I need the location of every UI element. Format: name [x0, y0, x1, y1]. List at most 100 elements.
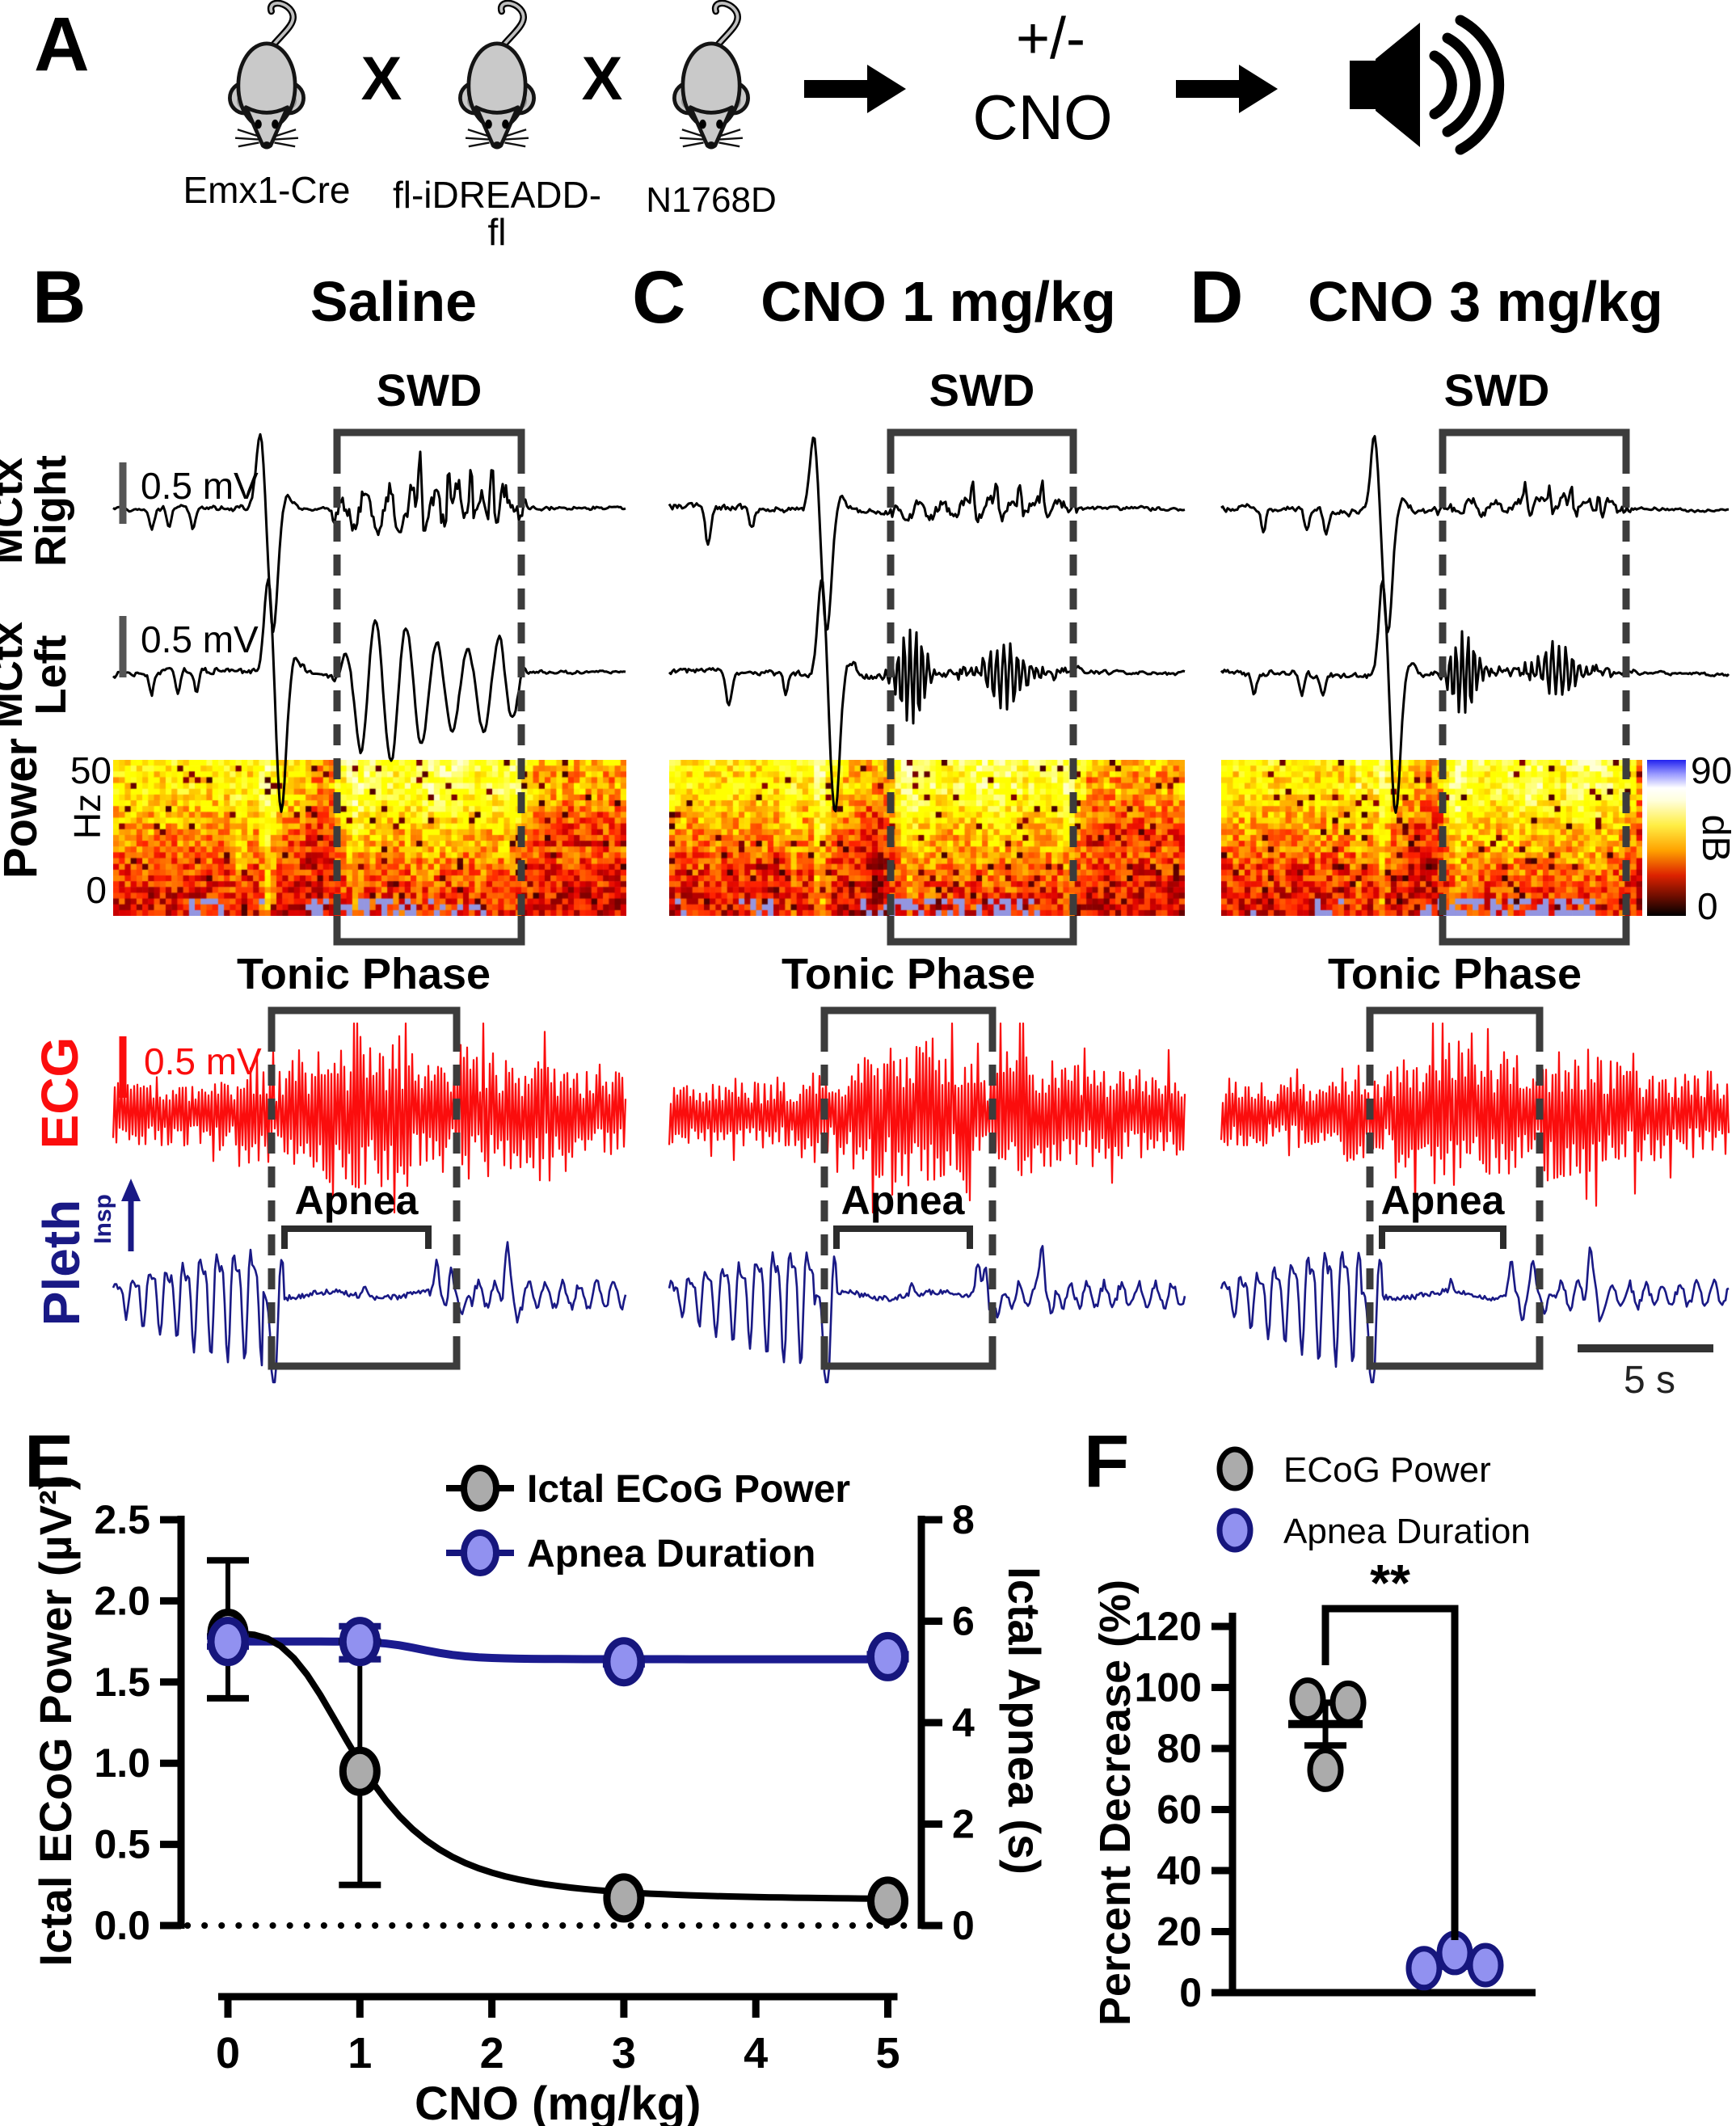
- cross-symbol: X: [360, 44, 402, 113]
- f-y-tick-label: 60: [1157, 1787, 1202, 1833]
- apnea-bracket: [833, 1225, 973, 1249]
- pleth-trace: [112, 1241, 627, 1384]
- swd-box-top: [887, 428, 1077, 453]
- f-significance-label: **: [1370, 1554, 1410, 1612]
- apnea-label: Apnea: [841, 1178, 965, 1223]
- e-left-tick-label: 0.0: [94, 1903, 150, 1948]
- panel-e-label: E: [24, 1420, 74, 1503]
- f-y-tick-label: 120: [1135, 1604, 1202, 1649]
- f-apnea-point: [1467, 1943, 1504, 1988]
- ecg-trace: [1220, 1022, 1730, 1211]
- apnea-bracket: [1379, 1225, 1506, 1249]
- dose-cno: CNO: [972, 82, 1113, 153]
- eeg-trace-L: [668, 579, 1186, 812]
- e-legend-marker: [461, 1465, 499, 1512]
- ecg-trace: [112, 1022, 627, 1214]
- mctx-right-label: MCtx Right: [0, 455, 75, 567]
- f-ecog-point: [1329, 1680, 1367, 1725]
- time-scale-label: 5 s: [1623, 1359, 1676, 1402]
- tonic-box-top: [1366, 1006, 1544, 1031]
- f-legend-marker: [1216, 1508, 1254, 1553]
- e-x-tick-label: 1: [348, 2029, 372, 2077]
- swd-label: SWD: [376, 365, 482, 415]
- e-legend-marker: [461, 1529, 499, 1576]
- pleth-trace: [668, 1245, 1186, 1384]
- colorbar-unit: dB: [1694, 814, 1736, 863]
- mouse-icon: [674, 3, 748, 149]
- f-y-tick-label: 40: [1157, 1848, 1202, 1893]
- f-significance-bracket: [1321, 1605, 1459, 1940]
- hz-max-tick: 50: [70, 749, 112, 791]
- panel-a-label: A: [34, 2, 90, 87]
- dose-plus-minus: +/-: [1015, 6, 1086, 71]
- panel-b-label: B: [32, 256, 86, 339]
- e-x-tick-label: 0: [216, 2029, 240, 2077]
- ecg-scale-label: 0.5 mV: [144, 1040, 262, 1082]
- mouse-label-emx1cre: Emx1-Cre: [183, 169, 351, 211]
- insp-label: Insp: [90, 1194, 116, 1244]
- colorbar-max: 90: [1691, 749, 1733, 791]
- eeg-scale-label: 0.5 mV: [141, 465, 259, 507]
- e-right-tick-label: 0: [952, 1903, 975, 1948]
- column-title-cno1: CNO 1 mg/kg: [761, 270, 1116, 333]
- swd-box-bottom: [887, 916, 1077, 946]
- e-left-tick-label: 1.5: [94, 1660, 150, 1705]
- eeg-trace-R: [1220, 435, 1729, 634]
- e-right-tick-label: 2: [952, 1802, 975, 1847]
- apnea-bracket: [281, 1225, 432, 1249]
- insp-arrow-head: [121, 1179, 141, 1201]
- f-legend-marker: [1216, 1446, 1254, 1491]
- e-x-tick-label: 4: [744, 2029, 768, 2077]
- panel-d-label: D: [1190, 256, 1244, 339]
- f-y-axis-label: Percent Decrease (%): [1091, 1580, 1140, 2026]
- apnea-label: Apnea: [294, 1178, 419, 1223]
- ecg-trace: [668, 1022, 1186, 1214]
- e-x-tick-label: 5: [875, 2029, 900, 2077]
- speaker-icon: [1350, 15, 1505, 155]
- e-apnea-point: [207, 1617, 249, 1667]
- e-apnea-point: [867, 1631, 908, 1681]
- tonic-phase-label: Tonic Phase: [781, 950, 1036, 998]
- spectrogram-saline: [113, 760, 626, 916]
- swd-box-top: [333, 428, 525, 453]
- column-title-saline: Saline: [310, 270, 478, 333]
- panel-f-label: F: [1084, 1420, 1130, 1503]
- e-left-axis-label: Ictal ECoG Power (µV²): [30, 1475, 81, 1967]
- e-right-axis-label: Ictal Apnea (s): [999, 1567, 1050, 1875]
- e-apnea-curve: [228, 1637, 888, 1664]
- f-legend-label: ECoG Power: [1283, 1450, 1491, 1490]
- eeg-trace-L: [1220, 579, 1730, 814]
- e-left-tick-label: 2.5: [94, 1497, 150, 1542]
- apnea-label: Apnea: [1380, 1178, 1505, 1223]
- mouse-label-idreadd: fl-iDREADD-fl: [392, 174, 602, 253]
- e-legend-label: Ictal ECoG Power: [527, 1468, 850, 1511]
- e-left-tick-label: 0.5: [94, 1822, 150, 1867]
- pleth-trace: [1220, 1246, 1730, 1384]
- e-left-tick-label: 1.0: [94, 1740, 150, 1786]
- f-legend-label: Apnea Duration: [1283, 1512, 1531, 1551]
- e-power-point: [603, 1873, 645, 1923]
- e-right-tick-label: 6: [952, 1599, 975, 1644]
- hz-axis-label: Hz: [66, 793, 108, 840]
- e-x-axis-label: CNO (mg/kg): [415, 2077, 701, 2126]
- e-apnea-point: [603, 1637, 645, 1687]
- eeg-trace-L: [112, 577, 626, 813]
- e-right-tick-label: 4: [952, 1700, 975, 1745]
- f-y-tick-label: 100: [1135, 1665, 1202, 1711]
- swd-box-top: [1439, 428, 1630, 453]
- tonic-box-bottom: [268, 1340, 461, 1370]
- eeg-trace-R: [112, 432, 626, 634]
- spectrogram-cno1: [669, 760, 1185, 916]
- swd-label: SWD: [1443, 365, 1550, 415]
- cross-symbol: X: [581, 44, 623, 113]
- power-axis-label: Power: [0, 737, 47, 880]
- eeg-scale-label: 0.5 mV: [141, 618, 259, 660]
- tonic-phase-label: Tonic Phase: [236, 950, 491, 998]
- mouse-icon: [460, 3, 533, 149]
- e-left-tick-label: 2.0: [94, 1578, 150, 1623]
- tonic-box-top: [268, 1006, 461, 1031]
- spectrogram-cno3: [1221, 760, 1642, 916]
- mouse-icon: [230, 3, 303, 149]
- colorbar-min: 0: [1697, 885, 1718, 927]
